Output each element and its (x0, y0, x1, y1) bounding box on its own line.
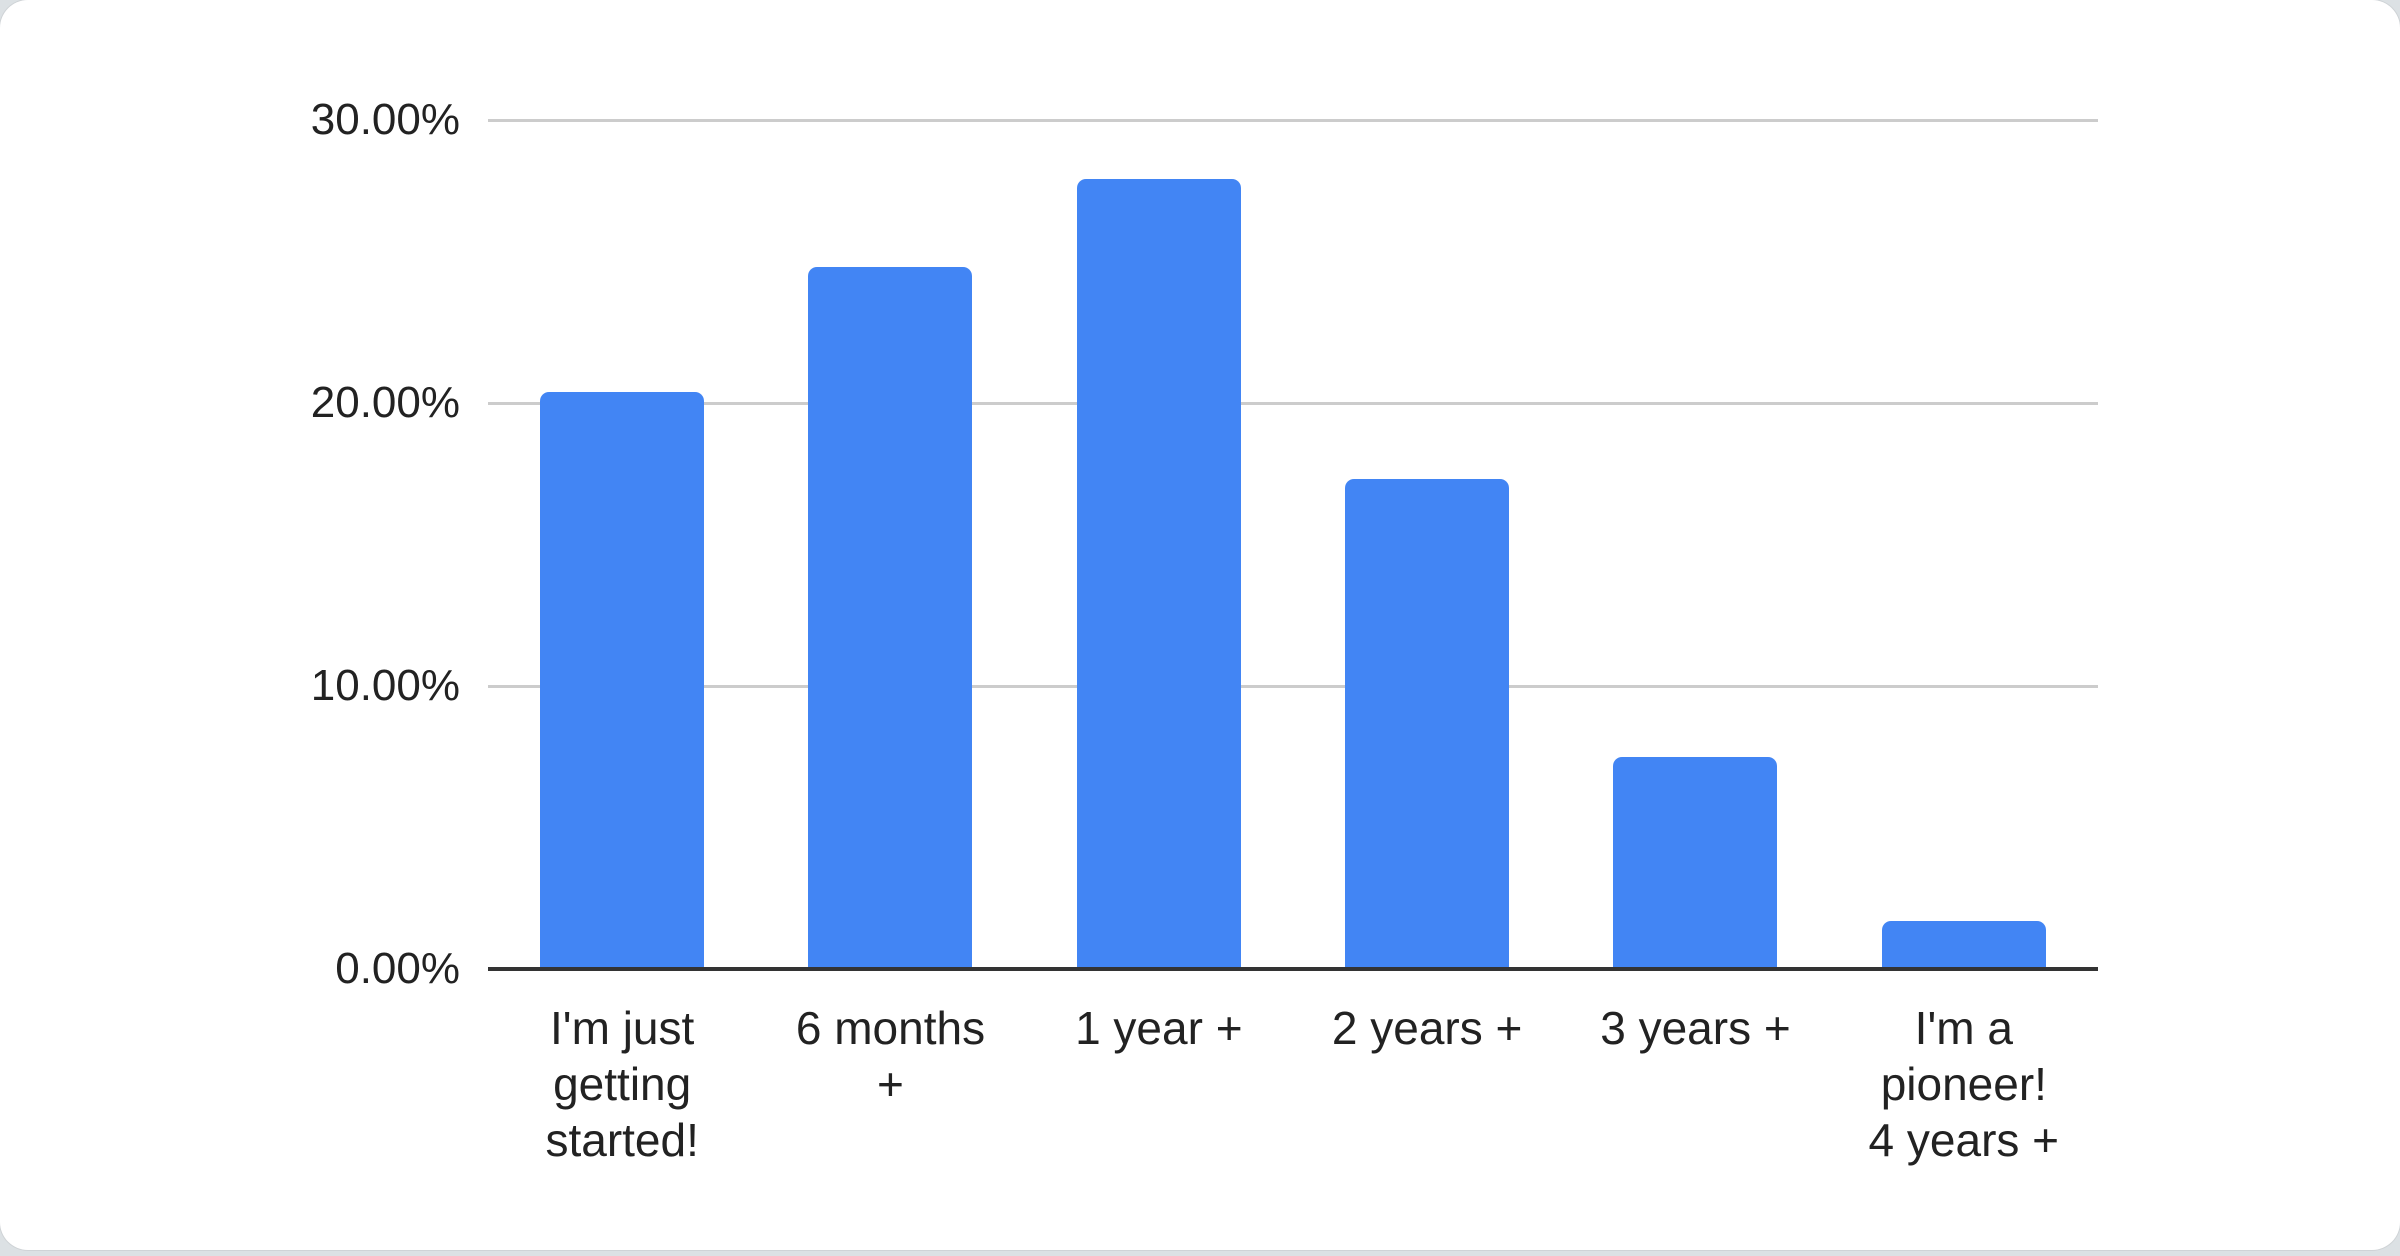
y-axis-tick-label: 10.00% (310, 660, 460, 710)
x-axis-line (488, 967, 2098, 971)
x-axis-label: I'm just getting started! (545, 1002, 699, 1166)
x-axis-label: I'm a pioneer! 4 years + (1868, 1002, 2060, 1166)
x-axis-label: 2 years + (1331, 1002, 1523, 1054)
bar-column (1025, 120, 1293, 969)
bar (1076, 179, 1241, 969)
bar-series (488, 120, 2098, 969)
bar (1881, 920, 2046, 969)
bar-column (1293, 120, 1561, 969)
bar-column (756, 120, 1024, 969)
plot-area (488, 119, 2098, 971)
gridline (488, 401, 2098, 405)
x-axis-labels: I'm just getting started! 6 months + 1 yea… (488, 1000, 2098, 1168)
y-axis-tick-label: 0.00% (335, 944, 460, 993)
bar (540, 391, 705, 969)
y-axis: 30.00% 20.00% 10.00% 0.00% (0, 95, 460, 993)
x-axis-label: 1 year + (1075, 1002, 1243, 1054)
y-axis-tick-label: 20.00% (310, 377, 460, 427)
x-axis-label: 6 months + (795, 1002, 986, 1110)
y-axis-tick-label: 30.00% (310, 95, 460, 144)
bar (808, 267, 973, 969)
bar (1613, 756, 1778, 969)
gridline (488, 684, 2098, 688)
x-axis-label: 3 years + (1600, 1002, 1791, 1054)
bar-column (1561, 120, 1829, 969)
bar (1345, 479, 1510, 969)
bar-column (488, 120, 756, 969)
bar-column (1830, 120, 2098, 969)
gridline (488, 119, 2098, 122)
